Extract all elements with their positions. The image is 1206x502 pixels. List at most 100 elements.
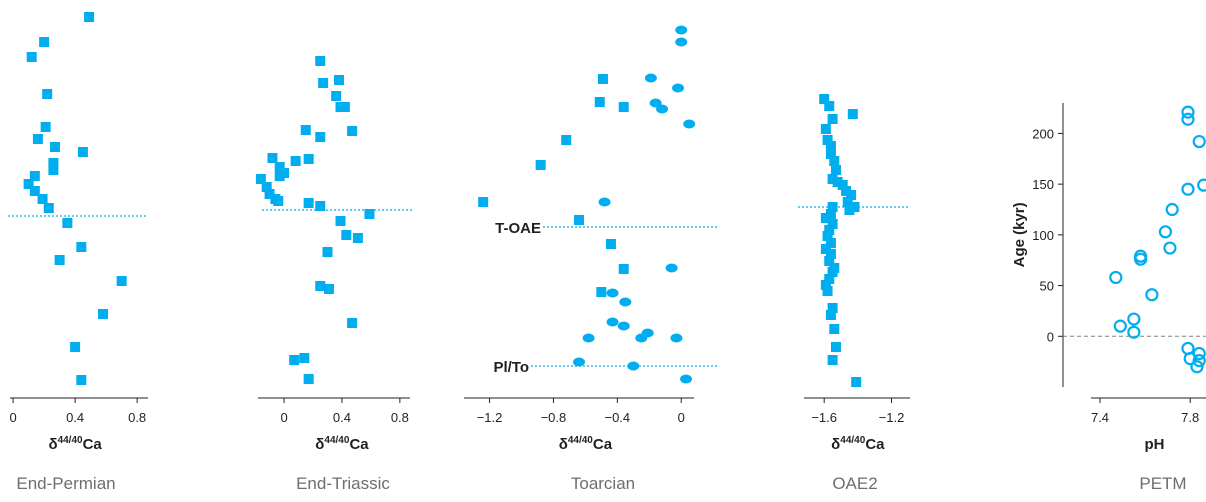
- data-point-square: [825, 310, 836, 320]
- data-point-diamond: [680, 374, 693, 384]
- panel-title: End-Permian: [16, 474, 115, 493]
- data-point-square: [323, 284, 334, 294]
- y-tick-label: 100: [1032, 228, 1054, 243]
- data-point-square: [303, 198, 314, 208]
- data-point-square: [846, 190, 857, 200]
- data-point-square: [341, 230, 352, 240]
- data-point-circle: [1158, 225, 1173, 239]
- data-point-square: [827, 174, 838, 184]
- data-point-square: [335, 216, 346, 226]
- panel-title: OAE2: [832, 474, 877, 493]
- data-point-square: [618, 264, 629, 274]
- x-axis-label: δ44/40Ca: [559, 435, 613, 453]
- y-tick-label: 200: [1032, 126, 1054, 141]
- data-point-square: [62, 218, 73, 228]
- data-point-square: [303, 154, 314, 164]
- data-point-circle: [1127, 312, 1141, 326]
- data-point-square: [274, 171, 285, 181]
- panel-title: PETM: [1139, 474, 1186, 493]
- x-axis-label: δ44/40Ca: [315, 435, 369, 453]
- data-point-square: [824, 225, 835, 235]
- data-point-square: [273, 196, 284, 206]
- x-tick-label: 0.8: [391, 410, 409, 425]
- x-tick-label: 0.8: [128, 410, 146, 425]
- data-point-diamond: [619, 297, 632, 307]
- x-tick-label: 7.8: [1181, 410, 1199, 425]
- data-point-diamond: [675, 37, 688, 47]
- data-point-square: [605, 239, 616, 249]
- data-point-square: [49, 142, 60, 152]
- data-point-diamond: [573, 357, 585, 367]
- data-point-square: [334, 75, 345, 85]
- data-point-square: [32, 134, 43, 144]
- data-point-square: [77, 147, 88, 157]
- panel-petm: 7.4 7.8 pH PETM 0 50 100 150 200 Age (kyr): [1011, 103, 1206, 493]
- data-point-square: [841, 186, 852, 196]
- data-point-diamond: [665, 263, 678, 273]
- y-tick-label: 50: [1040, 279, 1054, 294]
- data-point-square: [819, 94, 830, 104]
- data-point-square: [352, 233, 363, 243]
- data-point-diamond: [606, 317, 619, 327]
- boundary-annotation: Pl/To: [493, 359, 529, 376]
- data-point-square: [26, 52, 37, 62]
- data-point-diamond: [683, 119, 696, 129]
- data-point-square: [535, 160, 546, 170]
- data-point-square: [822, 135, 833, 145]
- data-point-diamond: [670, 333, 683, 343]
- data-point-diamond: [672, 83, 685, 93]
- data-point-square: [561, 135, 572, 145]
- data-point-circle: [1181, 182, 1195, 196]
- data-point-square: [347, 126, 358, 136]
- data-point-diamond: [606, 288, 619, 298]
- data-point-circle: [1165, 202, 1179, 217]
- data-point-square: [43, 203, 54, 213]
- data-point-square: [594, 97, 605, 107]
- data-point-diamond: [675, 25, 688, 35]
- data-point-circle: [1113, 319, 1127, 333]
- data-point-square: [290, 156, 301, 166]
- data-point-square: [261, 182, 272, 192]
- data-point-circle: [1163, 241, 1177, 255]
- x-axis-label: δ44/40Ca: [831, 435, 885, 453]
- data-point-square: [48, 158, 59, 168]
- x-tick-label: −1.2: [477, 410, 503, 425]
- data-point-square: [300, 125, 311, 135]
- data-point-diamond: [627, 361, 640, 371]
- data-point-square: [618, 102, 629, 112]
- data-point-circle: [1109, 270, 1123, 285]
- data-point-square: [364, 209, 375, 219]
- boundary-annotation: T-OAE: [495, 220, 541, 237]
- data-point-square: [76, 375, 87, 385]
- panel-oae2: −1.6 −1.2 δ44/40Ca OAE2: [798, 94, 910, 493]
- panel-toarcian: −1.2 −0.8 −0.4 0 δ44/40Ca Toarcian T-OAE Pl/To: [464, 25, 718, 493]
- data-point-circle: [1183, 352, 1197, 366]
- data-point-square: [822, 231, 833, 241]
- data-point-square: [29, 186, 40, 196]
- data-point-square: [820, 124, 831, 134]
- data-point-square: [822, 286, 833, 296]
- data-point-circle: [1181, 105, 1195, 119]
- y-tick-label: 0: [1047, 329, 1054, 344]
- data-point-square: [29, 171, 40, 181]
- data-point-square: [830, 165, 841, 175]
- data-point-square: [37, 194, 48, 204]
- data-point-square: [318, 78, 329, 88]
- data-point-square: [827, 303, 838, 313]
- data-point-square: [39, 37, 50, 47]
- data-point-square: [40, 122, 51, 132]
- data-point-square: [829, 156, 840, 166]
- data-point-circle: [1190, 360, 1204, 374]
- data-point-diamond: [644, 73, 657, 83]
- data-point-circle: [1192, 354, 1206, 368]
- panel-title: Toarcian: [571, 474, 635, 493]
- x-axis-label: pH: [1145, 436, 1165, 453]
- data-point-square: [820, 244, 831, 254]
- panel-end-triassic: 0 0.4 0.8 δ44/40Ca End-Triassic: [255, 56, 414, 493]
- panel-title: End-Triassic: [296, 474, 390, 493]
- data-point-square: [339, 102, 350, 112]
- x-tick-label: −1.6: [811, 410, 837, 425]
- data-point-square: [596, 287, 607, 297]
- data-point-square: [315, 281, 326, 291]
